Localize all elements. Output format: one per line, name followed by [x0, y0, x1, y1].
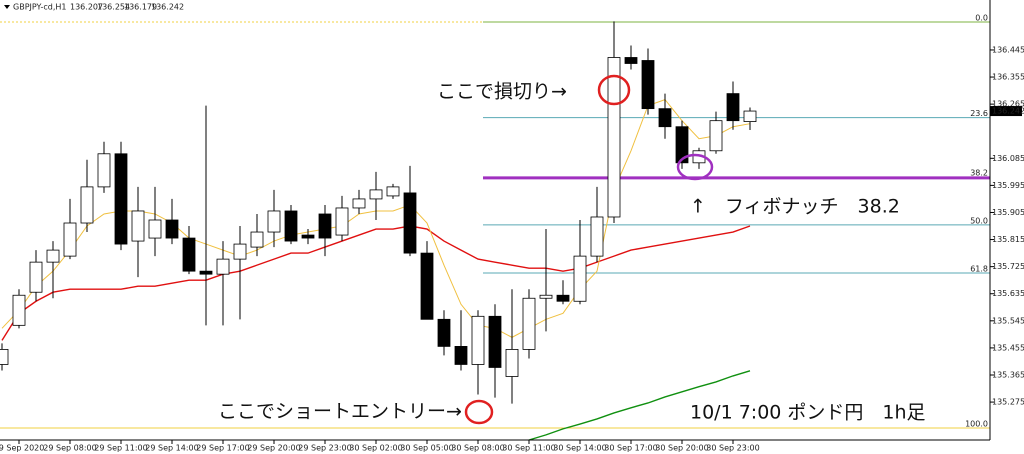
candle-body — [335, 207, 349, 236]
candle-body — [46, 249, 60, 263]
candle-body — [97, 153, 111, 188]
header-close: 136.242 — [151, 3, 184, 12]
moving-average — [528, 370, 751, 441]
candle-body — [165, 219, 179, 239]
fib-label: 0.0 — [975, 13, 988, 22]
x-tick-label: 30 Sep 20:00 — [655, 444, 708, 453]
current-price-label: 136.242 — [992, 107, 1024, 116]
x-tick-label: 30 Sep 08:00 — [451, 444, 504, 453]
y-tick-label: 135.545 — [992, 316, 1024, 325]
symbol-menu-icon[interactable] — [4, 5, 10, 9]
x-tick-label: 30 Sep 11:00 — [502, 444, 555, 453]
fib-label: 38.2 — [970, 168, 988, 177]
current-price-box — [990, 106, 1022, 117]
candle-body — [539, 294, 553, 299]
candle-body — [0, 349, 9, 365]
x-tick-label: 30 Sep 17:00 — [604, 444, 657, 453]
candle-body — [386, 186, 400, 197]
candle-body — [369, 189, 383, 200]
candle-body — [607, 57, 621, 218]
candle-body — [624, 57, 638, 64]
x-tick-label: 30 Sep 23:00 — [706, 444, 759, 453]
candle-body — [743, 110, 757, 122]
candle-body — [233, 243, 247, 260]
x-tick-label: 29 Sep 20:00 — [247, 444, 300, 453]
candle-body — [148, 219, 162, 239]
x-tick-label: 29 Sep 23:00 — [298, 444, 351, 453]
y-tick-label: 135.725 — [992, 262, 1024, 271]
fib-label: 23.6 — [970, 109, 988, 118]
marker-circle — [464, 399, 494, 425]
y-tick-label: 136.355 — [992, 73, 1024, 82]
candle-body — [556, 294, 570, 302]
y-tick-label: 135.995 — [992, 181, 1024, 190]
candle-body — [131, 210, 145, 242]
candle-body — [199, 270, 213, 275]
moving-average — [1, 225, 751, 341]
y-tick-label: 136.085 — [992, 154, 1024, 163]
candle-body — [284, 210, 298, 242]
candle-body — [267, 210, 281, 233]
marker-circle — [676, 153, 714, 181]
candle-body — [522, 297, 536, 350]
y-tick-label: 135.635 — [992, 289, 1024, 298]
candle-body — [301, 234, 315, 239]
y-tick-label: 135.905 — [992, 208, 1024, 217]
candle-body — [726, 93, 740, 122]
annotation: ここで損切り→ — [437, 81, 567, 103]
header-high: 136.254 — [97, 3, 130, 12]
x-tick-label: 29 Sep 14:00 — [145, 444, 198, 453]
candle-body — [250, 231, 264, 248]
candle-body — [573, 255, 587, 302]
fib-label: 100.0 — [965, 419, 988, 428]
candle-body — [403, 192, 417, 254]
candle-body — [216, 258, 230, 275]
candle-body — [63, 222, 77, 257]
y-tick-label: 136.265 — [992, 100, 1024, 109]
candle-body — [437, 318, 451, 347]
annotation: 10/1 7:00 ポンド円 1h足 — [690, 402, 926, 424]
y-tick-label: 135.365 — [992, 370, 1024, 379]
marker-circle — [597, 74, 631, 106]
x-tick-label: 29 Sep 11:00 — [94, 444, 147, 453]
x-tick-label: 29 Sep 17:00 — [196, 444, 249, 453]
candle-body — [420, 252, 434, 320]
candle-body — [12, 294, 26, 326]
fib-label: 61.8 — [970, 264, 988, 273]
plot-area: 0.0 23.6 38.2 50.0 61.8 100.0 — [0, 13, 990, 441]
candle-body — [318, 213, 332, 239]
candle-body — [114, 153, 128, 245]
candle-body — [658, 108, 672, 128]
candle-body — [675, 126, 689, 164]
annotation: ここでショートエントリー→ — [218, 401, 462, 423]
header-open: 136.207 — [70, 3, 103, 12]
x-tick-label: 30 Sep 14:00 — [553, 444, 606, 453]
y-tick-label: 135.815 — [992, 235, 1024, 244]
fib-label: 50.0 — [970, 216, 988, 225]
candle-body — [488, 315, 502, 368]
candle-body — [590, 216, 604, 257]
y-tick-label: 135.455 — [992, 343, 1024, 352]
candle-body — [182, 237, 196, 272]
x-tick-label: 30 Sep 02:00 — [349, 444, 402, 453]
candle-body — [29, 261, 43, 293]
x-tick-label: 30 Sep 05:00 — [400, 444, 453, 453]
candle-body — [505, 349, 519, 377]
y-tick-label: 136.445 — [992, 45, 1024, 54]
candle-body — [709, 120, 723, 152]
x-tick-label: 29 Sep 2020 — [0, 444, 44, 453]
candle-body — [471, 315, 485, 365]
x-tick-label: 29 Sep 08:00 — [43, 444, 96, 453]
annotation: ↑ フィボナッチ 38.2 — [690, 196, 900, 218]
candle-body — [80, 186, 94, 224]
candle-body — [352, 198, 366, 209]
candle-body — [641, 60, 655, 110]
y-tick-label: 135.275 — [992, 398, 1024, 407]
candle-body — [454, 346, 468, 365]
symbol-title: GBPJPY-cd,H1 — [13, 3, 66, 12]
header-low: 136.179 — [124, 3, 157, 12]
